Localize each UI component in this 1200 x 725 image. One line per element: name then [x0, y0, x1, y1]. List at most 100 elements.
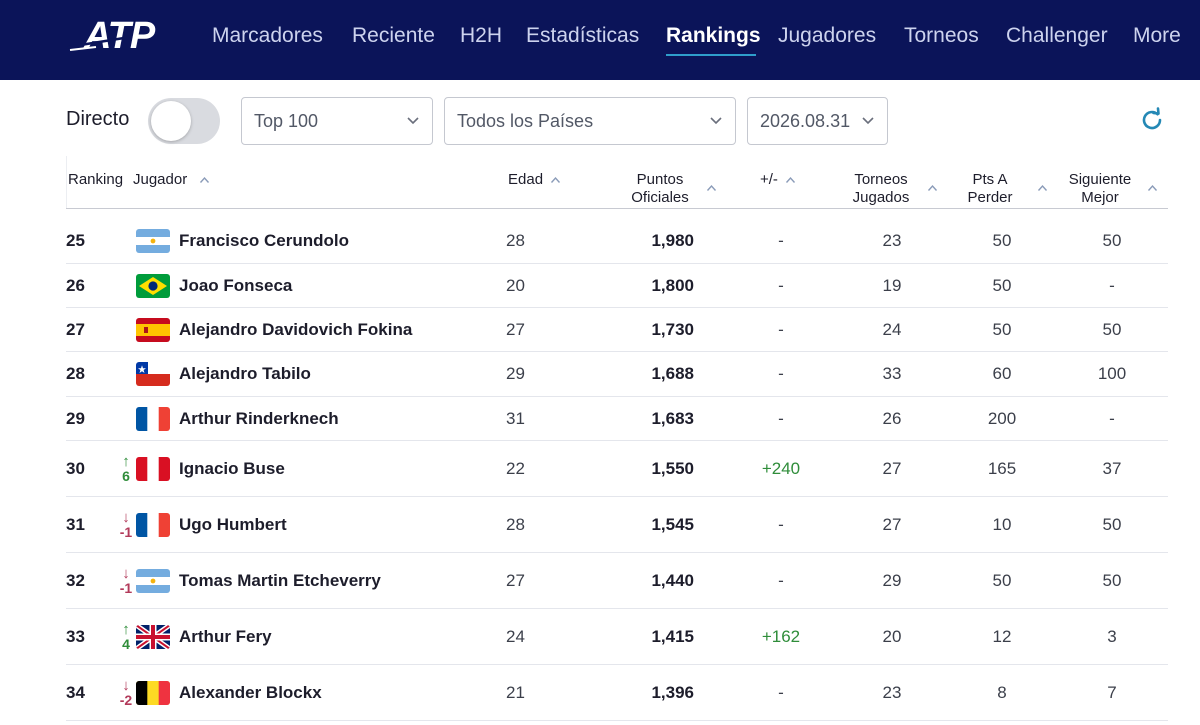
header-torneos-line1: Torneos	[854, 171, 908, 188]
table-row[interactable]: 34 ↓ -2 Alexander Blockx 21 1,396 - 23 8 7	[66, 665, 1168, 721]
player-name-link[interactable]: Tomas Martin Etcheverry	[179, 570, 381, 590]
date-select-value: 2026.08.31	[760, 111, 851, 131]
rank-cell: 26	[66, 275, 85, 295]
points-cell: 1,550	[651, 458, 694, 478]
sort-asc-icon[interactable]	[785, 176, 796, 184]
nav-item-challenger[interactable]: Challenger	[1006, 24, 1108, 47]
country-select[interactable]: Todos los Países	[444, 97, 736, 145]
age-cell: 31	[506, 408, 525, 428]
player-name-link[interactable]: Ignacio Buse	[179, 458, 285, 478]
country-flag-icon	[136, 229, 170, 253]
points-to-lose-cell: 60	[992, 364, 1012, 383]
rank-change-value: 4	[122, 635, 130, 652]
next-best-cell: 50	[1102, 319, 1122, 339]
header-torneos[interactable]: Torneos Jugados	[842, 171, 920, 207]
points-change-cell: -	[778, 408, 784, 428]
sort-asc-icon[interactable]	[1037, 184, 1048, 192]
points-change-cell: +240	[761, 458, 801, 478]
points-to-lose-cell: 12	[992, 626, 1012, 646]
nav-item-estadisticas[interactable]: Estadísticas	[526, 24, 640, 47]
header-pts-line1: Pts A	[972, 171, 1008, 188]
player-name-link[interactable]: Joao Fonseca	[179, 275, 293, 295]
points-to-lose-cell: 165	[987, 458, 1017, 478]
header-plusminus[interactable]: +/-	[760, 171, 778, 188]
nav-item-h2h[interactable]: H2H	[460, 24, 503, 47]
header-edad[interactable]: Edad	[508, 171, 544, 188]
sort-asc-icon[interactable]	[706, 184, 717, 192]
next-best-cell: 50	[1102, 231, 1122, 250]
table-row[interactable]: 25 Francisco Cerundolo 28 1,980 - 23 50 50	[66, 219, 1168, 264]
rank-cell: 27	[66, 319, 85, 339]
country-flag-icon	[136, 568, 170, 593]
next-best-cell: 50	[1102, 514, 1122, 534]
sort-asc-icon[interactable]	[1147, 184, 1158, 192]
refresh-icon[interactable]	[1138, 106, 1166, 134]
rank-cell: 25	[66, 231, 85, 250]
nav-item-marcadores[interactable]: Marcadores	[212, 24, 323, 47]
points-cell: 1,440	[651, 570, 694, 590]
arrow-up-icon: ↑	[122, 452, 130, 470]
rank-down-indicator: ↓ -1	[117, 510, 135, 540]
points-change-cell: -	[778, 514, 784, 534]
rank-cell: 32	[66, 570, 85, 590]
table-row[interactable]: 27 Alejandro Davidovich Fokina 27 1,730 - 24 5…	[66, 308, 1168, 352]
directo-toggle[interactable]	[148, 98, 220, 144]
header-pts-a-perder[interactable]: Pts A Perder	[960, 171, 1020, 207]
nav-item-torneos[interactable]: Torneos	[904, 24, 979, 47]
header-pts-line2: Perder	[967, 189, 1013, 206]
points-to-lose-cell: 50	[992, 231, 1012, 250]
player-name-link[interactable]: Arthur Rinderknech	[179, 408, 339, 428]
sort-asc-icon[interactable]	[550, 176, 561, 184]
table-row[interactable]: 31 ↓ -1 Ugo Humbert 28 1,545 - 27 10 50	[66, 497, 1168, 553]
player-name-link[interactable]: Alejandro Tabilo	[179, 364, 311, 383]
sort-asc-icon[interactable]	[199, 176, 210, 184]
rank-change-value: -1	[119, 579, 133, 596]
range-select[interactable]: Top 100	[241, 97, 433, 145]
points-cell: 1,545	[651, 514, 694, 534]
atp-logo[interactable]: ATP	[66, 14, 178, 54]
header-siguiente-mejor[interactable]: Siguiente Mejor	[1062, 171, 1138, 207]
top-nav: ATP Marcadores Reciente H2H Estadísticas…	[0, 0, 1200, 80]
sort-asc-icon[interactable]	[927, 184, 938, 192]
next-best-cell: 3	[1107, 626, 1117, 646]
nav-item-more[interactable]: More	[1133, 24, 1181, 47]
age-cell: 29	[506, 364, 525, 383]
table-row[interactable]: 32 ↓ -1 Tomas Martin Etcheverry 27 1,440 - 29 50…	[66, 553, 1168, 609]
rank-cell: 31	[66, 514, 85, 534]
nav-item-reciente[interactable]: Reciente	[352, 24, 435, 47]
tournaments-cell: 23	[882, 682, 902, 702]
tournaments-cell: 24	[882, 319, 902, 339]
next-best-cell: -	[1109, 408, 1115, 428]
country-flag-icon	[136, 680, 170, 705]
toggle-knob	[151, 101, 191, 141]
nav-item-rankings[interactable]: Rankings	[666, 24, 761, 47]
arrow-down-icon: ↓	[122, 564, 130, 582]
player-name-link[interactable]: Francisco Cerundolo	[179, 231, 350, 250]
rank-cell: 30	[66, 458, 85, 478]
header-puntos[interactable]: Puntos Oficiales	[624, 171, 696, 207]
points-change-cell: -	[778, 275, 784, 295]
next-best-cell: 50	[1102, 570, 1122, 590]
table-row[interactable]: 30 ↑ 6 Ignacio Buse 22 1,550 +240 27 165 37	[66, 441, 1168, 497]
points-to-lose-cell: 50	[992, 319, 1012, 339]
rank-down-indicator: ↓ -1	[117, 566, 135, 596]
table-row[interactable]: 28 Alejandro Tabilo 29 1,688 - 33 60 100	[66, 352, 1168, 397]
table-row[interactable]: 29 Arthur Rinderknech 31 1,683 - 26 200 -	[66, 397, 1168, 441]
table-row[interactable]: 26 Joao Fonseca 20 1,800 - 19 50 -	[66, 264, 1168, 308]
age-cell: 27	[506, 319, 525, 339]
table-row[interactable]: 33 ↑ 4 Arthur Fery 24 1,415 +162 20 12 3	[66, 609, 1168, 665]
player-name-link[interactable]: Arthur Fery	[179, 626, 272, 646]
header-ranking[interactable]: Ranking	[68, 171, 124, 188]
nav-item-jugadores[interactable]: Jugadores	[778, 24, 877, 47]
age-cell: 24	[506, 626, 525, 646]
player-name-link[interactable]: Alexander Blockx	[179, 682, 322, 702]
date-select[interactable]: 2026.08.31	[747, 97, 888, 145]
points-to-lose-cell: 50	[992, 570, 1012, 590]
age-cell: 20	[506, 275, 525, 295]
header-sig-line1: Siguiente	[1068, 171, 1132, 188]
player-name-link[interactable]: Alejandro Davidovich Fokina	[179, 319, 413, 339]
age-cell: 28	[506, 231, 525, 250]
player-name-link[interactable]: Ugo Humbert	[179, 514, 287, 534]
header-jugador[interactable]: Jugador	[133, 171, 188, 188]
rank-change-value: 6	[122, 467, 130, 484]
